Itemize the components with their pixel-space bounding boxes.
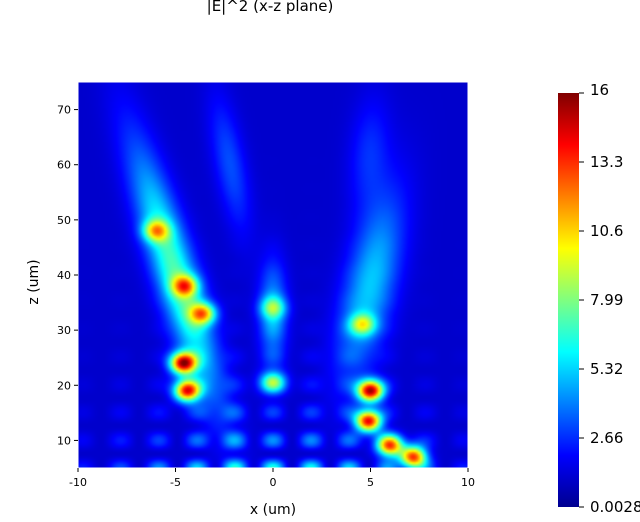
y-tick-label: 50	[57, 214, 71, 227]
x-tick-label: 0	[270, 476, 277, 489]
colorbar-tick-label: 13.3	[590, 153, 623, 171]
y-tick-label: 60	[57, 159, 71, 172]
colorbar-gradient	[558, 93, 579, 507]
y-tick-label: 40	[57, 269, 71, 282]
x-tick-label: -10	[69, 476, 87, 489]
y-tick-label: 30	[57, 324, 71, 337]
chart-title: |E|^2 (x-z plane)	[206, 0, 334, 15]
y-tick-label: 20	[57, 379, 71, 392]
y-tick-label: 70	[57, 104, 71, 117]
colorbar-tick-label: 7.99	[590, 291, 623, 309]
colorbar-tick-label: 10.6	[590, 222, 623, 240]
colorbar-tick-label: 16	[590, 81, 609, 99]
x-axis-label: x (um)	[250, 502, 296, 518]
heatmap-plot-area	[77, 81, 469, 469]
colorbar-tick-label: 0.0028	[590, 498, 640, 516]
colorbar: 16 13.3 10.6 7.99 5.32 2.66 0.0028	[558, 81, 640, 516]
y-tick-label: 10	[57, 434, 71, 447]
heatmap-field	[78, 82, 468, 468]
colorbar-ticks: 16 13.3 10.6 7.99 5.32 2.66 0.0028	[579, 81, 640, 516]
y-axis: 10 20 30 40 50 60 70	[57, 104, 78, 447]
x-tick-label: 5	[367, 476, 374, 489]
colorbar-tick-label: 2.66	[590, 429, 623, 447]
y-axis-label: z (um)	[26, 259, 42, 304]
x-axis: -10 -5 0 5 10	[69, 468, 475, 489]
x-tick-label: 10	[461, 476, 475, 489]
colorbar-tick-label: 5.32	[590, 360, 623, 378]
x-tick-label: -5	[170, 476, 181, 489]
